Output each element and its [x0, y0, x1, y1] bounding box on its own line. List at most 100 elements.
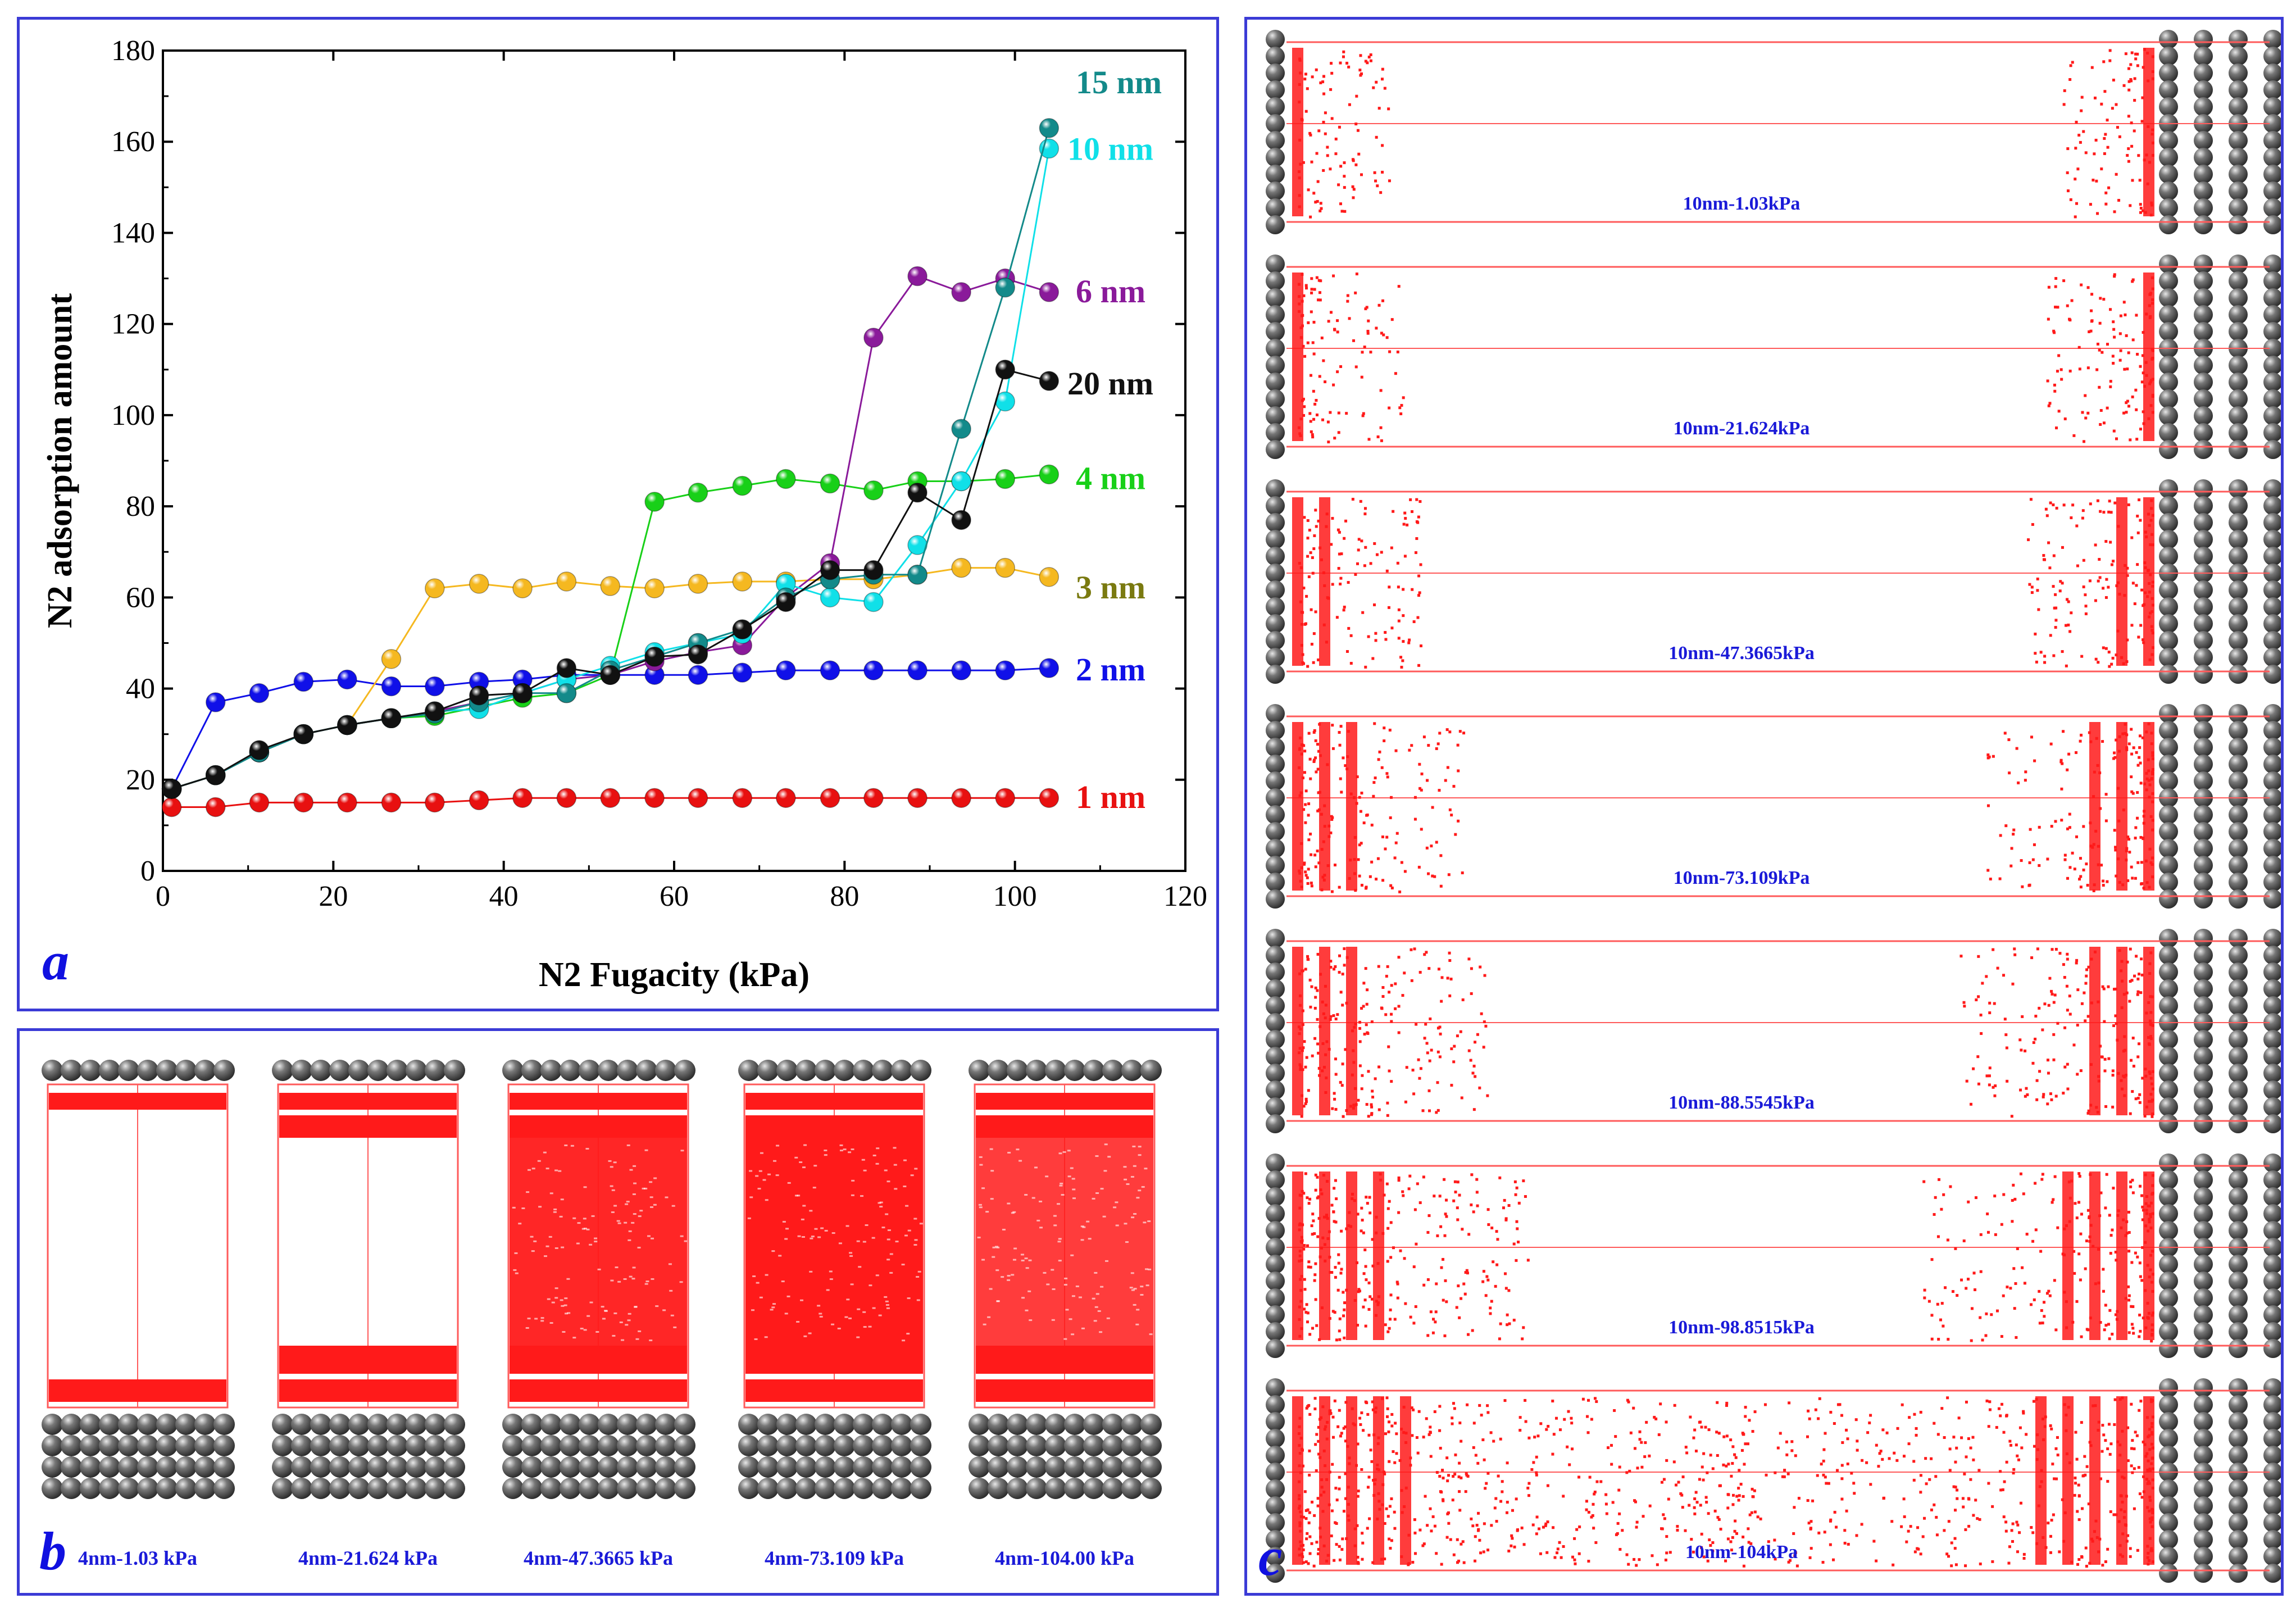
molecule [1371, 1264, 1375, 1268]
molecule [2129, 1185, 2133, 1188]
molecule [2150, 770, 2154, 774]
molecule [2113, 210, 2116, 214]
molecule [1925, 1482, 1928, 1486]
molecule [1313, 1006, 1317, 1010]
molecule [1456, 1218, 1460, 1222]
atom [1266, 496, 1285, 515]
molecule [2119, 1553, 2122, 1556]
molecule [1318, 375, 1321, 378]
adsorbed-layer-bottom [976, 1379, 1153, 1402]
molecule [2012, 828, 2016, 832]
molecule [2151, 768, 2154, 771]
molecule [2017, 1458, 2020, 1461]
atom [2263, 63, 2281, 83]
molecule [1394, 841, 1398, 844]
molecule [1774, 1557, 1777, 1561]
gap [907, 1229, 911, 1232]
molecule [1314, 986, 1317, 989]
molecule [2147, 125, 2150, 128]
molecule [1303, 1244, 1306, 1247]
molecule [1997, 1407, 2001, 1410]
molecule [1434, 1320, 1437, 1324]
molecule [1977, 1469, 1981, 1472]
molecule [1478, 1086, 1481, 1089]
molecule [1677, 1481, 1680, 1484]
molecule [1338, 970, 1341, 974]
molecule [1354, 573, 1357, 576]
molecule [2029, 498, 2033, 501]
molecule [1377, 1108, 1381, 1111]
atom [425, 1414, 446, 1435]
molecule [1495, 1230, 1498, 1233]
molecule [1298, 1222, 1302, 1225]
molecule [1912, 1460, 1916, 1463]
gap [662, 1309, 666, 1311]
molecule [1298, 176, 1301, 180]
molecule [1298, 1334, 1302, 1338]
molecule [1817, 1531, 1821, 1534]
atom [406, 1060, 427, 1081]
molecule [2042, 1093, 2045, 1096]
atom [853, 1478, 874, 1499]
molecule [2106, 1479, 2109, 1483]
molecule [2004, 1033, 2008, 1037]
molecule [1414, 551, 1417, 555]
molecule [2124, 564, 2127, 567]
molecule [1312, 1219, 1315, 1223]
atom [560, 1435, 581, 1456]
atom [560, 1060, 581, 1081]
molecule [2112, 320, 2115, 324]
molecule [1472, 1422, 1476, 1425]
molecule [2118, 332, 2122, 335]
atom [2159, 1221, 2178, 1240]
molecule [1515, 1259, 1518, 1262]
molecule [2149, 1549, 2153, 1552]
molecule [2084, 416, 2088, 420]
molecule [1479, 1551, 1483, 1555]
gap [548, 1236, 552, 1238]
molecule [1431, 806, 1434, 809]
molecule [2046, 1102, 2049, 1106]
molecule [1535, 1455, 1538, 1459]
molecule [1952, 1436, 1956, 1439]
molecule [2151, 514, 2154, 517]
molecule [1366, 61, 1369, 65]
molecule [2104, 191, 2108, 194]
molecule [2116, 581, 2120, 584]
molecule [1300, 117, 1303, 121]
gap [1115, 1201, 1119, 1204]
atom [2229, 648, 2248, 667]
molecule [1980, 1032, 1983, 1035]
molecule [1386, 1101, 1389, 1105]
molecule [1377, 1492, 1380, 1495]
molecule [2132, 1332, 2135, 1335]
molecule [1476, 1461, 1480, 1465]
molecule [1708, 1538, 1711, 1542]
gap [885, 1300, 889, 1302]
molecule [1707, 1428, 1711, 1432]
molecule [1694, 1491, 1698, 1494]
molecule [1506, 1313, 1509, 1316]
gap [1029, 1319, 1033, 1322]
atom [80, 1414, 101, 1435]
molecule [1379, 426, 1383, 429]
molecule [1334, 1275, 1337, 1279]
atom [2194, 63, 2213, 83]
molecule [1707, 1512, 1710, 1515]
gap [1060, 1182, 1063, 1184]
molecule [1347, 1502, 1350, 1506]
molecule [2151, 543, 2154, 547]
gap [889, 1272, 893, 1274]
molecule [1329, 1018, 1332, 1021]
molecule [1999, 1488, 2003, 1492]
molecule [2125, 1495, 2128, 1498]
molecule [2085, 1465, 2089, 1468]
molecule [1302, 397, 1305, 401]
molecule [1326, 1420, 1329, 1424]
molecule [2133, 77, 2136, 80]
molecule [1338, 886, 1341, 889]
molecule [1301, 661, 1304, 665]
molecule [1298, 869, 1301, 873]
molecule [1320, 336, 1324, 339]
molecule [2127, 1231, 2131, 1234]
